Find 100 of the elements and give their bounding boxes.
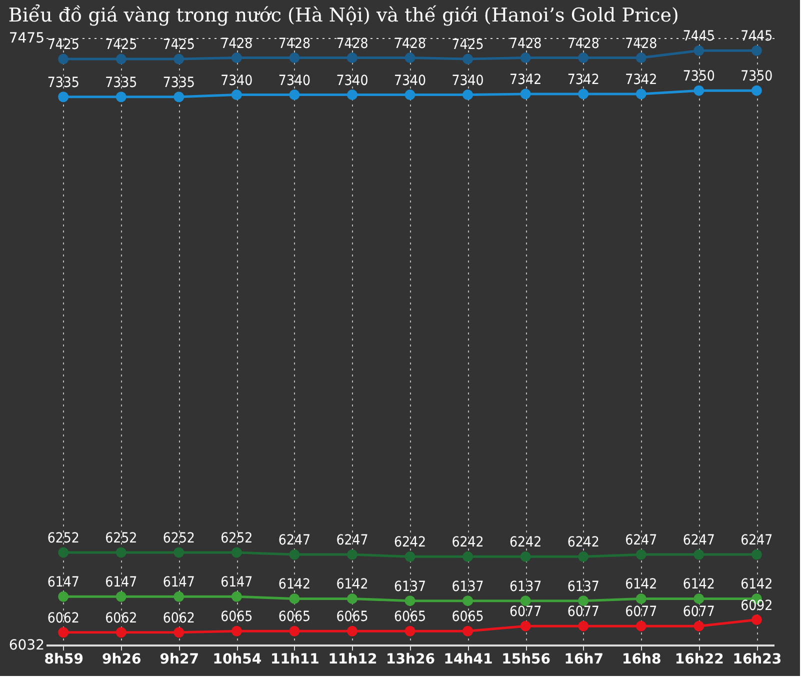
y-tick-label: 6032 <box>8 638 44 654</box>
point <box>636 593 646 604</box>
point <box>462 90 474 100</box>
data-label: 6062 <box>162 610 195 626</box>
point <box>346 90 358 100</box>
point <box>751 45 762 56</box>
data-label: 7425 <box>105 37 138 54</box>
point <box>231 90 242 100</box>
point <box>174 547 184 558</box>
point <box>58 54 69 64</box>
point <box>231 52 242 64</box>
point <box>174 54 184 64</box>
data-label: 7445 <box>682 28 715 45</box>
data-label: 7428 <box>278 36 310 52</box>
data-label: 6142 <box>682 576 715 593</box>
point <box>58 547 69 558</box>
point <box>462 596 474 606</box>
data-label: 6242 <box>567 534 600 551</box>
point <box>289 52 300 64</box>
data-label: 6247 <box>278 532 310 549</box>
point <box>462 626 474 636</box>
data-label: 6077 <box>567 604 600 620</box>
point <box>462 551 474 562</box>
data-label: 6252 <box>220 530 253 546</box>
point <box>58 627 69 638</box>
data-label: 7335 <box>47 74 80 91</box>
point <box>289 90 300 100</box>
data-label: 7350 <box>740 68 773 85</box>
data-label: 7428 <box>336 36 368 52</box>
point <box>346 52 358 64</box>
point <box>58 92 69 102</box>
data-label: 7335 <box>162 74 195 91</box>
data-label: 6247 <box>682 532 715 549</box>
data-label: 7340 <box>336 72 368 89</box>
data-label: 7428 <box>220 36 253 52</box>
point <box>116 54 126 64</box>
data-label: 6147 <box>162 574 195 591</box>
point <box>694 45 704 56</box>
chart-title: Biểu đồ giá vàng trong nước (Hà Nội) và thế giới (Hanoi’s Gold Price) <box>8 4 679 27</box>
x-tick-label: 13h26 <box>386 652 435 668</box>
data-label: 6252 <box>47 530 80 546</box>
data-label: 7340 <box>452 72 484 89</box>
data-label: 6247 <box>625 532 658 549</box>
point <box>116 591 126 602</box>
point <box>578 88 589 100</box>
point <box>520 52 531 64</box>
data-label: 6137 <box>567 578 600 595</box>
x-tick-label: 10h54 <box>212 652 262 668</box>
data-label: 7425 <box>47 37 80 54</box>
data-label: 7342 <box>510 72 542 88</box>
point <box>289 626 300 636</box>
data-label: 6062 <box>47 610 80 626</box>
data-label: 7342 <box>625 72 658 88</box>
data-label: 6142 <box>278 576 310 593</box>
point <box>404 551 416 562</box>
data-label: 7340 <box>220 72 253 89</box>
point <box>404 626 416 636</box>
data-label: 6147 <box>47 574 80 591</box>
data-label: 6242 <box>510 534 542 551</box>
point <box>231 547 242 558</box>
data-label: 6142 <box>740 576 773 593</box>
x-tick-label: 9h26 <box>102 652 142 668</box>
point <box>289 593 300 604</box>
x-tick-label: 9h27 <box>160 652 199 668</box>
point <box>636 549 646 560</box>
point <box>694 593 704 604</box>
x-tick-label: 16h8 <box>622 652 662 668</box>
data-label: 6137 <box>452 578 484 595</box>
point <box>58 591 69 602</box>
data-label: 6142 <box>625 576 658 593</box>
data-label: 7428 <box>625 36 658 52</box>
data-label: 7342 <box>567 72 600 88</box>
data-label: 6065 <box>278 609 310 626</box>
x-tick-label: 14h41 <box>444 652 493 668</box>
data-label: 7340 <box>394 72 426 89</box>
data-label: 6065 <box>336 609 368 626</box>
data-label: 6137 <box>510 578 542 595</box>
point <box>520 596 531 606</box>
data-label: 7428 <box>510 36 542 52</box>
x-tick-label: 11h11 <box>270 652 320 668</box>
point <box>751 549 762 560</box>
data-label: 6077 <box>510 604 542 620</box>
data-label: 7428 <box>394 36 426 52</box>
x-tick-label: 16h22 <box>674 652 724 668</box>
data-label: 7335 <box>105 74 138 91</box>
data-label: 6065 <box>394 609 426 626</box>
data-label: 7350 <box>682 68 715 85</box>
x-tick-label: 11h12 <box>328 652 378 668</box>
data-label: 6252 <box>105 530 138 546</box>
data-label: 7445 <box>740 28 773 45</box>
point <box>289 549 300 560</box>
data-label: 6252 <box>162 530 195 546</box>
data-label: 6065 <box>220 609 253 626</box>
data-label: 7428 <box>567 36 600 52</box>
point <box>751 614 762 625</box>
point <box>694 620 704 632</box>
point <box>174 627 184 638</box>
point <box>116 92 126 102</box>
point <box>520 551 531 562</box>
x-tick-label: 16h23 <box>732 652 782 668</box>
